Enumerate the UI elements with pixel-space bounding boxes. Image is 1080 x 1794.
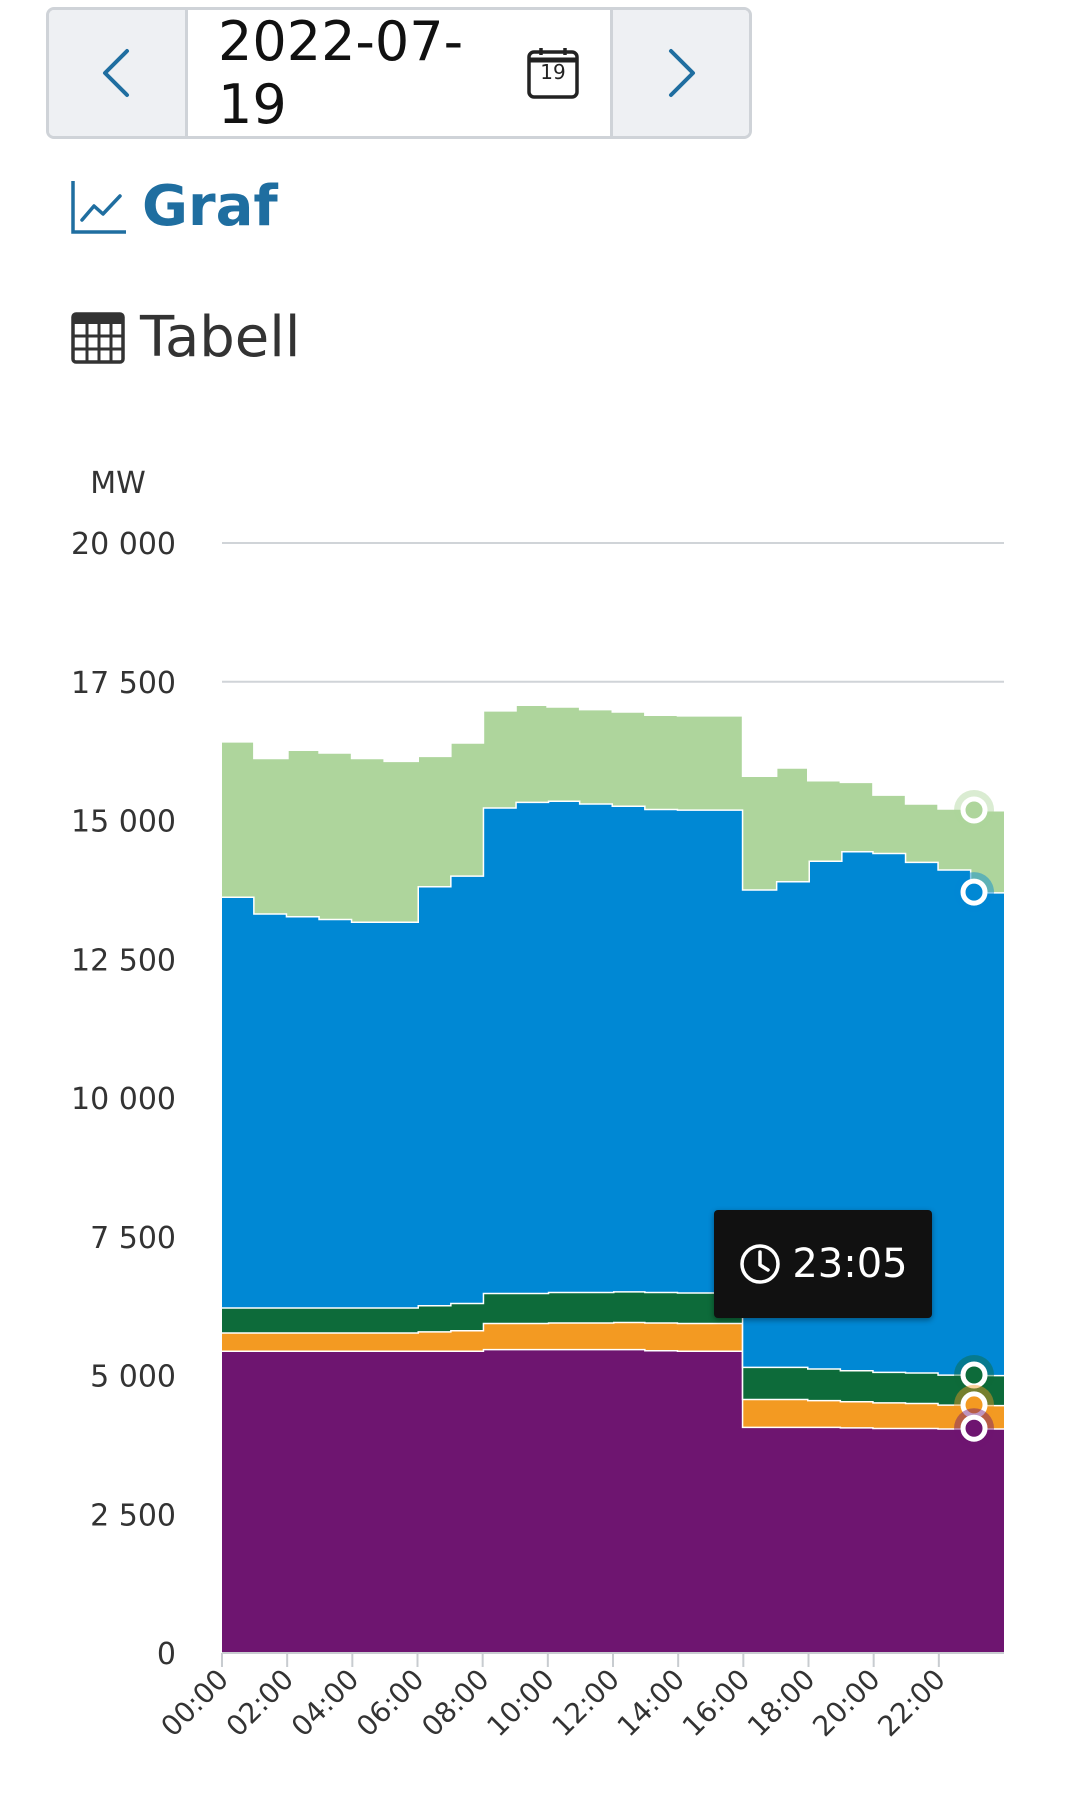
x-tick-label-3: 06:00 — [350, 1663, 430, 1743]
x-tick-label-4: 08:00 — [415, 1663, 495, 1743]
chart-tooltip: 23:05 — [714, 1210, 932, 1318]
x-tick-label-6: 12:00 — [546, 1663, 626, 1743]
y-tick-label-3: 7 500 — [90, 1221, 176, 1256]
tooltip-time: 23:05 — [792, 1241, 908, 1287]
calendar-day-number: 19 — [540, 60, 566, 84]
table-icon — [71, 312, 125, 364]
date-picker: 2022-07-19 19 — [46, 7, 752, 139]
line-chart-icon — [71, 181, 126, 234]
series-area-orange — [222, 1321, 1004, 1429]
previous-day-button[interactable] — [49, 10, 188, 136]
graph-view-link[interactable]: Graf — [70, 178, 278, 236]
hover-marker-purple — [960, 1414, 988, 1442]
y-tick-label-7: 17 500 — [71, 666, 176, 701]
next-day-button[interactable] — [610, 10, 749, 136]
hover-marker-blue — [960, 878, 988, 906]
x-tick-label-5: 10:00 — [480, 1663, 560, 1743]
series-area-purple — [222, 1348, 1004, 1653]
x-tick-label-7: 14:00 — [611, 1663, 691, 1743]
clock-icon — [740, 1244, 781, 1284]
y-tick-label-0: 0 — [157, 1637, 176, 1672]
hover-marker-light_green — [960, 796, 988, 824]
y-tick-label-8: 20 000 — [71, 527, 176, 562]
y-tick-label-4: 10 000 — [71, 1082, 176, 1117]
x-tick-label-8: 16:00 — [676, 1663, 756, 1743]
calendar-icon[interactable]: 19 — [526, 46, 580, 100]
calendar-icon-graphic — [527, 48, 579, 99]
y-axis-label: MW — [90, 466, 146, 501]
y-tick-label-1: 2 500 — [90, 1498, 176, 1533]
series-edge-light_green — [222, 703, 1004, 812]
x-tick-label-11: 22:00 — [871, 1663, 951, 1743]
x-tick-label-0: 00:00 — [155, 1663, 235, 1743]
date-field[interactable]: 2022-07-19 19 — [188, 10, 610, 136]
table-view-link[interactable]: Tabell — [70, 310, 300, 366]
y-tick-label-5: 12 500 — [71, 943, 176, 978]
chevron-right-icon — [669, 49, 695, 97]
stacked-area-chart[interactable]: MW 0 2 500 5 000 7 500 10 000 12 500 15 000 17 5… — [0, 460, 1080, 1794]
y-tick-label-6: 15 000 — [71, 805, 176, 840]
chevron-left-icon — [103, 49, 129, 97]
table-view-label: Tabell — [140, 305, 301, 370]
y-tick-label-2: 5 000 — [90, 1360, 176, 1395]
series-area-dark_green — [222, 1291, 1004, 1405]
selected-date: 2022-07-19 — [218, 10, 464, 136]
x-tick-label-10: 20:00 — [806, 1663, 886, 1743]
x-tick-label-9: 18:00 — [741, 1663, 821, 1743]
x-tick-label-2: 04:00 — [285, 1663, 365, 1743]
x-tick-label-1: 02:00 — [220, 1663, 300, 1743]
graph-view-label: Graf — [142, 174, 278, 239]
hover-marker-dark_green — [960, 1361, 988, 1389]
